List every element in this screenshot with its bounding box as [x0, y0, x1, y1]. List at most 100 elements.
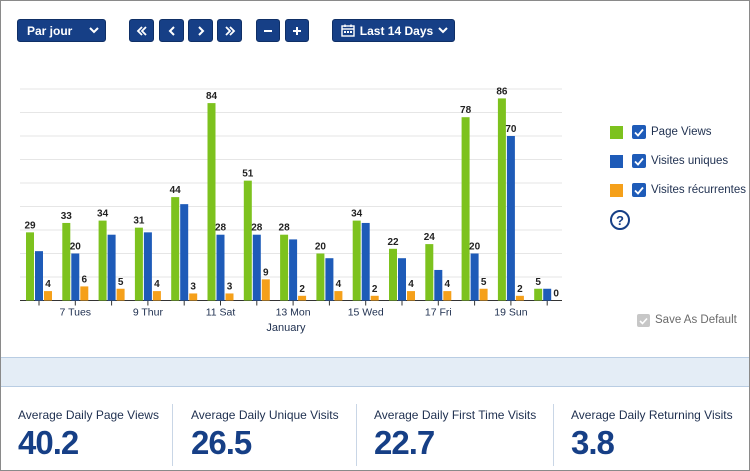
data-label: 78: [460, 105, 472, 116]
data-label: 20: [469, 242, 481, 253]
legend-item-page-views[interactable]: Page Views: [610, 124, 750, 142]
data-label: 84: [206, 91, 218, 102]
data-label: 5: [535, 277, 541, 288]
bar-visites-recurrentes: [116, 288, 125, 301]
stat-unique-visits: Average Daily Unique Visits 26.5: [191, 404, 351, 466]
data-label: 22: [387, 237, 399, 248]
stat-value: 26.5: [191, 424, 252, 461]
minus-icon: [263, 26, 273, 36]
data-label: 4: [445, 279, 451, 290]
legend-item-visites-recurrentes[interactable]: Visites récurrentes: [610, 182, 750, 200]
save-as-default[interactable]: Save As Default: [637, 313, 747, 329]
data-label: 34: [351, 209, 363, 220]
bar-visites-uniques: [434, 269, 443, 301]
nav-last-button[interactable]: [217, 19, 242, 42]
bar-visites-uniques: [216, 234, 225, 301]
stat-label: Average Daily First Time Visits: [374, 408, 537, 422]
bar-visites-uniques: [289, 239, 298, 301]
data-label: 29: [24, 220, 36, 231]
help-icon[interactable]: ?: [610, 210, 630, 230]
bar-visites-uniques: [180, 204, 189, 301]
x-tick-label: 15 Wed: [348, 307, 384, 319]
stat-divider: [356, 404, 357, 466]
bar-visites-uniques: [325, 258, 334, 301]
stat-label: Average Daily Returning Visits: [571, 408, 733, 422]
bar-visites-recurrentes: [44, 291, 52, 301]
zoom-out-button[interactable]: [256, 19, 280, 42]
checkbox-checked-icon[interactable]: [632, 125, 646, 139]
legend-swatch-page-views: [610, 126, 623, 139]
bar-visites-uniques: [35, 251, 43, 301]
stat-label: Average Daily Unique Visits: [191, 408, 339, 422]
bar-page-views: [243, 180, 252, 301]
zoom-in-button[interactable]: [285, 19, 309, 42]
stat-value: 22.7: [374, 424, 435, 461]
data-label: 44: [170, 185, 182, 196]
bar-page-views: [425, 244, 434, 301]
bar-visites-recurrentes: [334, 291, 343, 301]
checkbox-checked-icon[interactable]: [637, 314, 650, 327]
bar-visites-uniques: [71, 253, 80, 301]
bar-page-views: [134, 227, 143, 301]
data-label: 6: [82, 274, 88, 285]
legend-swatch-visites-uniques: [610, 155, 623, 168]
chevron-left-icon: [168, 25, 176, 36]
bar-visites-uniques: [506, 136, 515, 301]
checkbox-checked-icon[interactable]: [632, 154, 646, 168]
data-label: 2: [372, 284, 378, 295]
bar-visites-recurrentes: [189, 293, 198, 301]
stat-returning-visits: Average Daily Returning Visits 3.8: [571, 404, 741, 466]
x-tick-label: 17 Fri: [425, 307, 452, 319]
nav-next-button[interactable]: [188, 19, 213, 42]
bar-visites-uniques: [470, 253, 479, 301]
bar-visites-recurrentes: [443, 291, 452, 301]
data-label: 3: [190, 281, 196, 292]
data-label: 51: [242, 169, 254, 180]
bar-visites-recurrentes: [515, 295, 524, 301]
stat-value: 40.2: [18, 424, 79, 461]
bar-page-views: [461, 117, 470, 301]
data-label: 4: [336, 279, 342, 290]
stat-label: Average Daily Page Views: [18, 408, 159, 422]
data-label: 70: [505, 124, 517, 135]
bar-page-views: [62, 222, 71, 301]
data-label: 2: [299, 284, 305, 295]
bar-page-views: [26, 232, 34, 301]
save-as-default-label: Save As Default: [655, 314, 737, 326]
stat-first-time-visits: Average Daily First Time Visits 22.7: [374, 404, 549, 466]
plus-icon: [292, 26, 302, 36]
bar-page-views: [207, 103, 216, 301]
bar-visites-uniques: [361, 222, 370, 301]
chevron-down-icon: [438, 27, 448, 34]
data-label: 33: [61, 211, 73, 222]
chevron-right-icon: [197, 25, 205, 36]
data-label: 20: [315, 242, 327, 253]
data-label: 28: [279, 223, 291, 234]
data-label: 31: [133, 216, 145, 227]
bar-page-views: [280, 234, 289, 301]
bar-visites-uniques: [252, 234, 261, 301]
nav-prev-button[interactable]: [159, 19, 184, 42]
legend-label-visites-uniques: Visites uniques: [651, 155, 729, 167]
period-select[interactable]: Par jour: [17, 19, 106, 42]
x-axis-title: January: [266, 322, 306, 334]
x-tick-label: 13 Mon: [276, 307, 311, 319]
bar-visites-recurrentes: [370, 295, 379, 301]
legend-label-page-views: Page Views: [651, 126, 712, 138]
legend-item-visites-uniques[interactable]: Visites uniques: [610, 153, 750, 171]
checkbox-checked-icon[interactable]: [632, 183, 646, 197]
bar-visites-recurrentes: [407, 291, 415, 301]
date-range-select[interactable]: Last 14 Days: [332, 19, 455, 42]
double-chevron-left-icon: [136, 25, 148, 36]
data-label: 34: [97, 209, 109, 220]
legend-label-visites-recurrentes: Visites récurrentes: [651, 184, 747, 196]
x-tick-label: 9 Thur: [133, 307, 164, 319]
calendar-icon: [341, 24, 355, 37]
data-label: 86: [496, 86, 508, 97]
daily-visits-chart: 2943320634531444384283512892822043422242…: [20, 86, 562, 334]
nav-first-button[interactable]: [129, 19, 154, 42]
bar-page-views: [316, 253, 325, 301]
x-tick-label: 7 Tues: [60, 307, 92, 319]
x-tick-label: 19 Sun: [494, 307, 527, 319]
